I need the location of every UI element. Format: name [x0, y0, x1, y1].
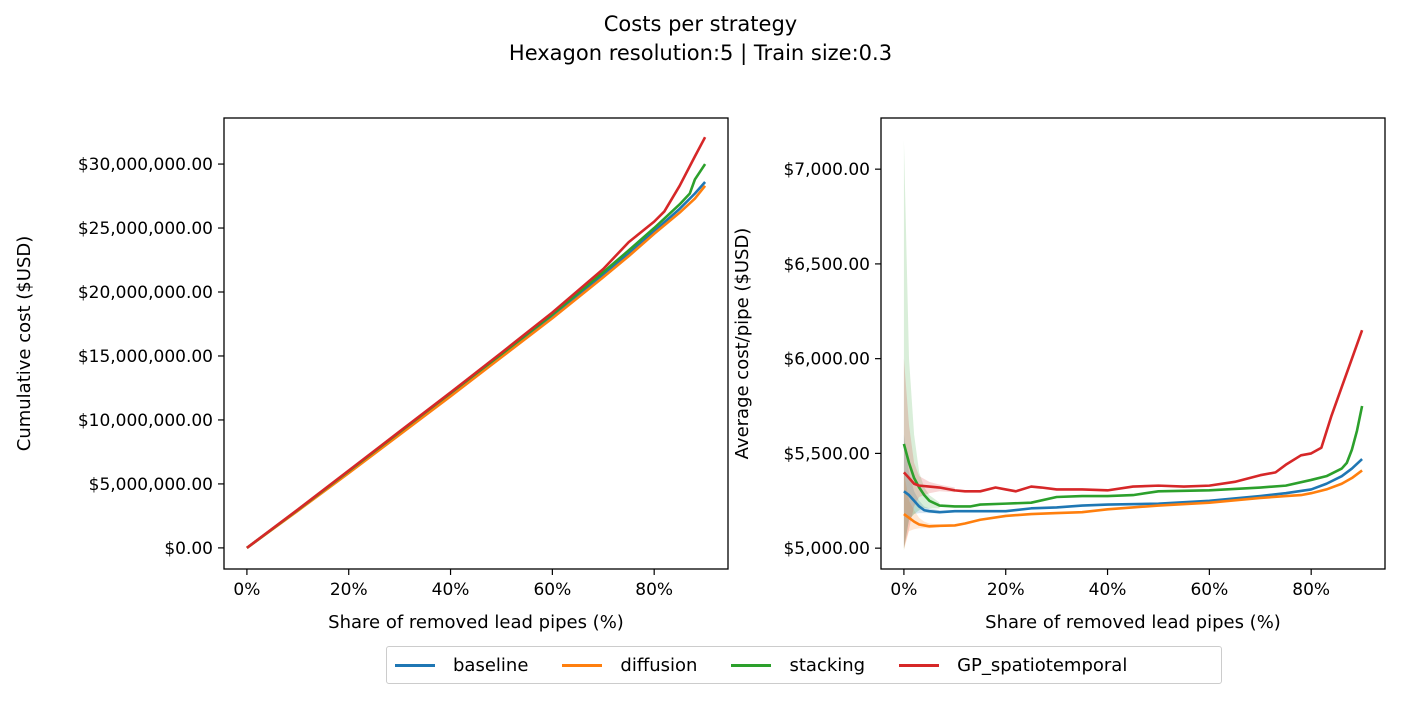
- legend-label-gp-spatiotemporal: GP_spatiotemporal: [957, 654, 1128, 676]
- x-tick-label: 40%: [432, 580, 470, 600]
- x-axis-label: Share of removed lead pipes (%): [985, 612, 1281, 633]
- series-line-gp-spatiotemporal: [902, 329, 1364, 493]
- legend-item-stacking: stacking: [731, 655, 865, 676]
- subplot-1: 0% 20% 40% 60% 80% $0.00 $5,000,000.00 $10,000,…: [14, 117, 729, 633]
- y-tick-label: $25,000,000.00: [78, 219, 213, 239]
- series-line-baseline: [903, 458, 1363, 514]
- series-line-stacking: [246, 163, 707, 549]
- legend-label-diffusion: diffusion: [620, 654, 698, 676]
- y-tick-label: $0.00: [164, 539, 213, 559]
- band-gp-spatiotemporal: [903, 358, 955, 549]
- x-tick-label: 60%: [533, 580, 571, 600]
- series-line-gp-spatiotemporal: [246, 136, 707, 549]
- series-line-stacking: [902, 405, 1364, 508]
- y-tick-label: $20,000,000.00: [78, 283, 213, 303]
- legend-item-diffusion: diffusion: [562, 655, 697, 676]
- figure-title-line1: Costs per strategy: [603, 12, 798, 36]
- y-tick-label: $30,000,000.00: [78, 155, 213, 175]
- y-tick-label: $10,000,000.00: [78, 411, 213, 431]
- series-line-diffusion: [903, 469, 1363, 528]
- legend: baseline diffusion stacking GP_spatiotem…: [386, 646, 1222, 684]
- band-diffusion: [903, 472, 940, 551]
- legend-swatch-diffusion: [562, 663, 603, 667]
- x-tick-label: 80%: [1292, 580, 1330, 600]
- y-axis-label: Cumulative cost ($USD): [14, 236, 35, 451]
- band-baseline: [903, 434, 940, 549]
- x-tick-label: 80%: [635, 580, 673, 600]
- figure-title-line2: Hexagon resolution:5 | Train size:0.3: [508, 41, 893, 65]
- y-tick-label: $7,000.00: [783, 160, 870, 180]
- y-tick-label: $6,000.00: [783, 350, 870, 370]
- legend-swatch-baseline: [395, 663, 435, 667]
- legend-swatch-gp-spatiotemporal: [899, 663, 940, 667]
- y-tick-label: $5,000,000.00: [89, 475, 213, 495]
- legend-item-baseline: baseline: [395, 655, 528, 676]
- series-line-diffusion: [246, 185, 707, 549]
- legend-swatch-stacking: [731, 663, 772, 667]
- x-tick-label: 40%: [1089, 580, 1127, 600]
- plot-area-2: [902, 140, 1364, 551]
- y-tick-label: $6,500.00: [783, 255, 870, 275]
- subplot-2: 0% 20% 40% 60% 80% $5,000.00 $5,500.00 $6,000.0…: [732, 117, 1386, 633]
- x-tick-label: 0%: [233, 580, 260, 600]
- band-stacking: [903, 140, 940, 551]
- x-tick-label: 0%: [890, 580, 917, 600]
- y-tick-label: $5,500.00: [783, 444, 870, 464]
- y-axis-label: Average cost/pipe ($USD): [732, 228, 753, 460]
- x-axis-label: Share of removed lead pipes (%): [328, 612, 624, 633]
- y-tick-label: $15,000,000.00: [78, 347, 213, 367]
- legend-label-stacking: stacking: [789, 654, 866, 676]
- x-tick-label: 20%: [987, 580, 1025, 600]
- x-tick-label: 20%: [330, 580, 368, 600]
- x-tick-label: 60%: [1190, 580, 1228, 600]
- y-tick-label: $5,000.00: [783, 539, 870, 559]
- axes-frame-1: [223, 117, 729, 570]
- legend-item-gp-spatiotemporal: GP_spatiotemporal: [899, 655, 1127, 676]
- plot-area-1: [246, 136, 707, 549]
- axes-frame-2: [880, 117, 1386, 570]
- legend-label-baseline: baseline: [453, 654, 529, 676]
